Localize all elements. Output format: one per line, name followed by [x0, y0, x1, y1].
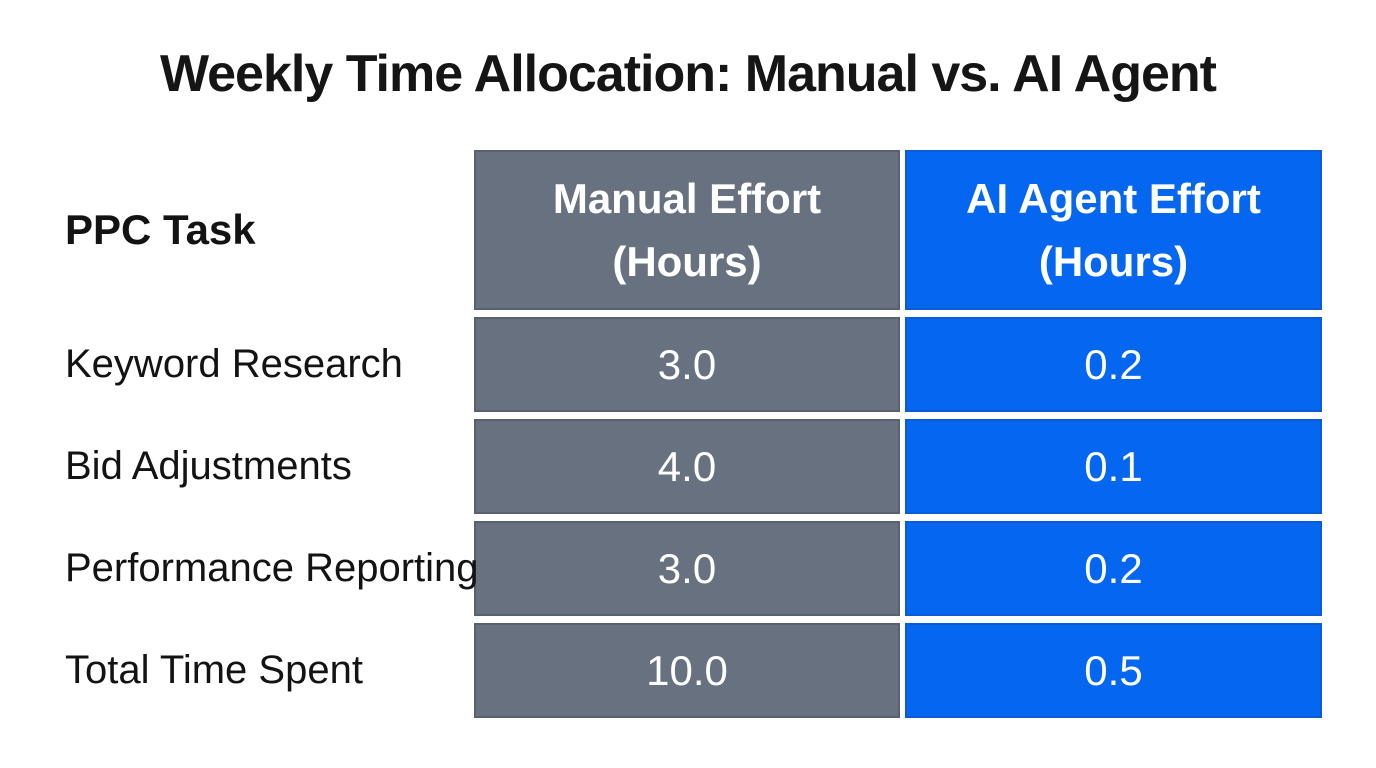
task-label-total-time-spent: Total Time Spent [65, 648, 363, 692]
ai-value-performance-reporting: 0.2 [905, 521, 1322, 616]
column-header-manual-line1: Manual Effort [552, 175, 822, 222]
column-header-ai-line1: AI Agent Effort [966, 175, 1261, 222]
task-label-bid-adjustments: Bid Adjustments [65, 444, 352, 488]
column-header-ai-effort: AI Agent Effort (Hours) [905, 150, 1322, 310]
column-header-ai-line2: (Hours) [1038, 238, 1189, 285]
task-label-performance-reporting: Performance Reporting [65, 546, 479, 590]
ai-value-keyword-research: 0.2 [905, 317, 1322, 412]
ai-value-total-time-spent: 0.5 [905, 623, 1322, 718]
manual-value-total-time-spent: 10.0 [474, 623, 900, 718]
task-label-keyword-research: Keyword Research [65, 342, 403, 386]
manual-value-keyword-research: 3.0 [474, 317, 900, 412]
ai-value-bid-adjustments: 0.1 [905, 419, 1322, 514]
manual-value-performance-reporting: 3.0 [474, 521, 900, 616]
column-header-ppc-task: PPC Task [65, 206, 256, 253]
comparison-table: PPC Task Manual Effort (Hours) AI Agent … [65, 150, 1322, 718]
column-header-manual-effort: Manual Effort (Hours) [474, 150, 900, 310]
column-header-manual-line2: (Hours) [612, 238, 762, 285]
manual-value-bid-adjustments: 4.0 [474, 419, 900, 514]
page-title: Weekly Time Allocation: Manual vs. AI Ag… [160, 45, 1217, 103]
